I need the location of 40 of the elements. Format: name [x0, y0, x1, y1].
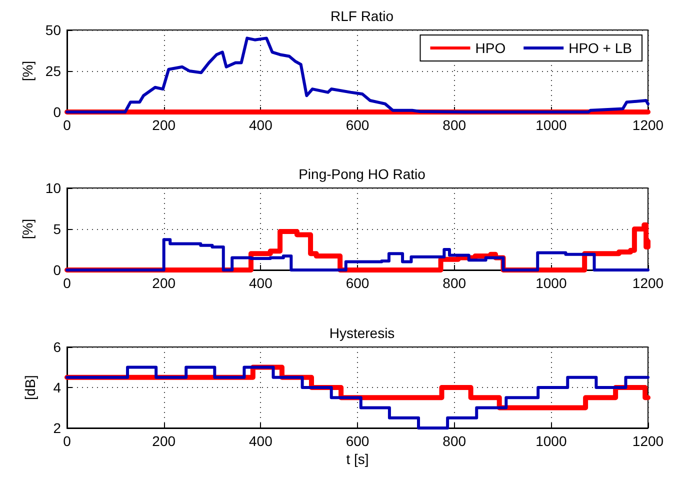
y-tick-label: 0 — [53, 104, 62, 120]
x-tick-label: 600 — [346, 433, 370, 449]
x-tick-label: 1200 — [632, 275, 664, 291]
x-tick-label: 200 — [152, 117, 176, 133]
y-axis-title: [%] — [20, 218, 36, 240]
x-tick-label: 1000 — [536, 433, 567, 449]
x-tick-label: 200 — [152, 433, 176, 449]
x-tick-label: 800 — [442, 117, 466, 133]
chart-title: Hysteresis — [329, 325, 395, 341]
x-tick-label: 400 — [248, 117, 273, 133]
x-tick-label: 400 — [248, 433, 273, 449]
legend-label: HPO — [475, 40, 506, 56]
x-tick-label: 200 — [152, 275, 176, 291]
x-tick-label: 1200 — [632, 433, 664, 449]
chart-title: Ping-Pong HO Ratio — [298, 166, 426, 182]
x-tick-label: 0 — [63, 117, 72, 133]
legend-label: HPO + LB — [568, 40, 632, 56]
x-tick-label: 600 — [346, 275, 370, 291]
x-tick-label: 400 — [248, 275, 273, 291]
x-tick-label: 800 — [442, 275, 466, 291]
y-tick-label: 50 — [45, 22, 62, 38]
y-tick-label: 0 — [53, 262, 62, 278]
x-tick-label: 600 — [346, 117, 370, 133]
y-tick-label: 6 — [53, 339, 62, 355]
chart-title: RLF Ratio — [330, 8, 394, 24]
line-series — [66, 36, 650, 114]
x-tick-label: 1200 — [632, 117, 664, 133]
y-tick-label: 4 — [53, 380, 62, 396]
y-tick-label: 10 — [45, 180, 62, 196]
x-tick-label: 1000 — [536, 117, 567, 133]
y-tick-label: 2 — [53, 420, 62, 436]
y-tick-label: 25 — [45, 63, 62, 79]
x-tick-label: 800 — [442, 433, 466, 449]
y-axis-title: [%] — [20, 60, 36, 82]
y-axis-title: [dB] — [22, 375, 38, 400]
y-tick-label: 5 — [53, 221, 62, 237]
x-axis-title: t [s] — [346, 451, 369, 467]
x-tick-label: 1000 — [536, 275, 567, 291]
x-tick-label: 0 — [63, 433, 72, 449]
x-tick-label: 0 — [63, 275, 72, 291]
